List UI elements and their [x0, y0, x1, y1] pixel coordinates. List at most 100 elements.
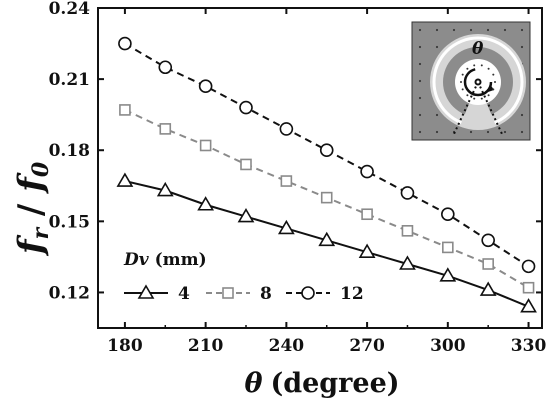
inset-dot — [469, 130, 473, 134]
legend-label: 12 — [340, 284, 364, 304]
data-point-8 — [401, 225, 414, 237]
inset-ring-dot — [480, 97, 483, 100]
data-point-8 — [240, 158, 252, 171]
inset-dot — [486, 28, 490, 32]
inset-schematic: θ — [411, 21, 531, 141]
x-tick-label: 270 — [349, 336, 385, 356]
data-point-4 — [197, 196, 215, 211]
inset-dot — [520, 45, 524, 49]
inset-ring-dot — [487, 94, 490, 97]
legend: Dv (mm) 4 8 12 — [123, 250, 364, 304]
x-tick-label: 300 — [430, 336, 466, 356]
data-point-4 — [277, 219, 295, 235]
data-point-4 — [520, 298, 537, 313]
data-point-8 — [442, 241, 454, 254]
inset-dot — [503, 28, 507, 32]
inset-dot — [435, 130, 439, 134]
y-tick-label: 0.21 — [49, 70, 90, 90]
inset-dot — [520, 28, 524, 32]
series-12 — [118, 36, 536, 274]
inset-dot — [418, 45, 422, 49]
data-point-12 — [400, 186, 415, 200]
y-tick-label: 0.12 — [49, 283, 90, 303]
x-axis-title: θ (degree) — [244, 368, 399, 399]
inset-dot — [435, 28, 439, 32]
data-point-8 — [199, 139, 212, 152]
data-point-4 — [116, 172, 134, 187]
data-point-12 — [441, 207, 455, 222]
data-point-8 — [361, 208, 373, 221]
inset-ring-dot — [473, 64, 476, 67]
data-point-8 — [320, 191, 333, 204]
inset-dot — [418, 28, 422, 32]
inset-dot — [418, 130, 422, 134]
data-point-12 — [158, 60, 173, 75]
data-point-4 — [318, 231, 336, 247]
x-tick-label: 210 — [188, 336, 224, 356]
legend-label: 4 — [178, 284, 190, 304]
inset-ring-dot — [494, 81, 496, 83]
data-point-12 — [198, 79, 213, 94]
legend-marker — [301, 286, 315, 300]
data-point-4 — [399, 255, 416, 270]
inset-ring-dot — [466, 94, 469, 97]
plot-frame — [97, 7, 543, 329]
data-point-4 — [156, 181, 174, 197]
inset-dot — [418, 96, 422, 100]
data-point-4 — [479, 281, 497, 296]
inset-dot — [469, 28, 473, 32]
data-point-12 — [481, 233, 495, 248]
inset-dot — [503, 130, 507, 134]
inset-ring-dot — [487, 67, 490, 70]
data-point-8 — [119, 104, 131, 116]
x-tick-label: 180 — [107, 336, 143, 356]
y-tick-label: 0.18 — [49, 141, 90, 161]
legend-marker — [222, 287, 234, 299]
legend-marker — [137, 284, 155, 299]
inset-dot — [486, 130, 490, 134]
legend-item-4: 4 — [124, 284, 190, 304]
legend-label: 8 — [260, 284, 272, 304]
inset-ring-dot — [473, 97, 476, 100]
data-point-8 — [159, 123, 172, 135]
inset-dot — [520, 113, 524, 117]
data-point-12 — [118, 36, 132, 51]
inset-dot — [418, 113, 422, 117]
data-point-4 — [439, 267, 457, 282]
x-tick-label: 240 — [269, 336, 305, 356]
inset-dot — [418, 79, 422, 83]
tick-layer: 180 210 240 270 300 330 0.12 0.15 0.18 0.21 0.24 — [49, 0, 547, 356]
y-axis-title: fr / f0 — [11, 161, 54, 256]
inset-ring-dot — [466, 67, 469, 70]
inset-dot — [418, 62, 422, 66]
inset-dot — [452, 28, 456, 32]
series-8 — [119, 104, 535, 294]
data-point-4 — [358, 243, 376, 258]
inset-ring-dot — [492, 73, 495, 76]
y-tick-label: 0.15 — [49, 212, 90, 232]
data-point-8 — [522, 281, 535, 294]
y-tick-label: 0.24 — [49, 0, 91, 19]
legend-item-12: 12 — [286, 284, 364, 304]
inset-dot — [435, 113, 439, 117]
data-point-4 — [237, 208, 255, 223]
inset-ring-dot — [480, 64, 483, 67]
data-point-12 — [521, 259, 536, 274]
x-tick-label: 330 — [511, 336, 547, 356]
inset-ring-dot — [461, 73, 464, 76]
legend-item-8: 8 — [206, 284, 272, 304]
data-point-12 — [360, 164, 374, 179]
inset-dot — [435, 45, 439, 49]
data-point-8 — [280, 175, 293, 187]
series-layer — [116, 36, 537, 313]
series-4 — [116, 172, 537, 313]
data-point-8 — [482, 258, 494, 270]
inset-ring-dot — [460, 81, 462, 83]
inset-ring-dot — [492, 88, 495, 91]
legend-title: Dv (mm) — [123, 250, 207, 270]
inset-theta-label: θ — [472, 39, 484, 59]
data-point-12 — [239, 100, 253, 115]
data-point-12 — [319, 143, 334, 158]
data-point-12 — [279, 122, 294, 136]
